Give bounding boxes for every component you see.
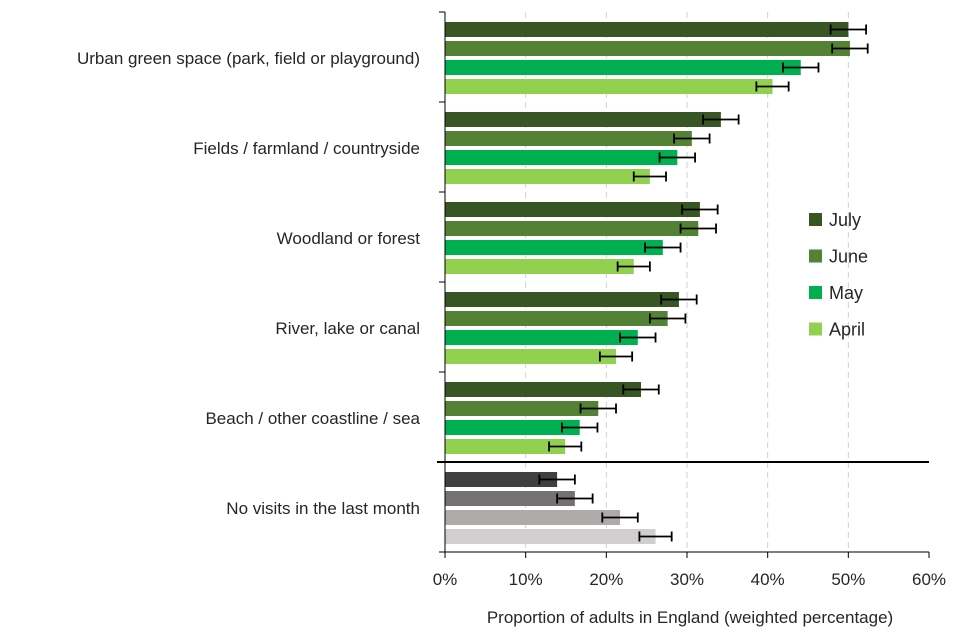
bar-may [445,420,580,435]
bar-june [445,401,599,416]
bar-may [445,240,663,255]
bar-july [445,382,642,397]
category-label: Woodland or forest [277,229,421,248]
x-tick-label: 40% [751,570,785,589]
bar-june [445,311,668,326]
x-tick-label: 50% [831,570,865,589]
x-tick-label: 20% [589,570,623,589]
bar-june [445,221,699,236]
axes [437,11,930,558]
legend-swatch-may [809,286,822,299]
bar-july [445,22,849,37]
category-labels: Urban green space (park, field or playgr… [77,49,421,518]
bar-june [445,41,850,56]
bar-april [445,259,634,274]
legend-swatch-july [809,213,822,226]
bar-may [445,330,638,345]
bar-april [445,169,650,184]
bar-july [445,112,721,127]
category-label: Beach / other coastline / sea [205,409,420,428]
bar-july [445,472,558,487]
bar-may [445,510,621,525]
x-tick-label: 10% [509,570,543,589]
x-tick-label: 30% [670,570,704,589]
legend-label: July [829,210,861,230]
x-tick-labels: 0% 10% 20% 30% 40% 50% 60% [433,570,946,589]
category-label: No visits in the last month [226,499,420,518]
legend-swatch-june [809,249,822,263]
bar-april [445,529,656,544]
bar-june [445,491,575,506]
bar-april [445,349,617,364]
legend-swatch-april [809,322,822,336]
category-label: Urban green space (park, field or playgr… [77,49,420,68]
x-axis-title: Proportion of adults in England (weighte… [487,608,893,627]
legend-label: May [829,283,863,303]
bars [445,22,869,544]
bar-july [445,202,700,217]
category-label: River, lake or canal [275,319,420,338]
x-tick-label: 0% [433,570,458,589]
legend-label: June [829,247,868,267]
x-tick-label: 60% [912,570,946,589]
legend-label: April [829,320,865,340]
legend: July June May April [809,210,868,340]
bar-april [445,79,773,94]
category-label: Fields / farmland / countryside [193,139,420,158]
bar-april [445,439,566,454]
bar-may [445,60,801,75]
bar-may [445,150,678,165]
bar-july [445,292,679,307]
bar-june [445,131,692,146]
